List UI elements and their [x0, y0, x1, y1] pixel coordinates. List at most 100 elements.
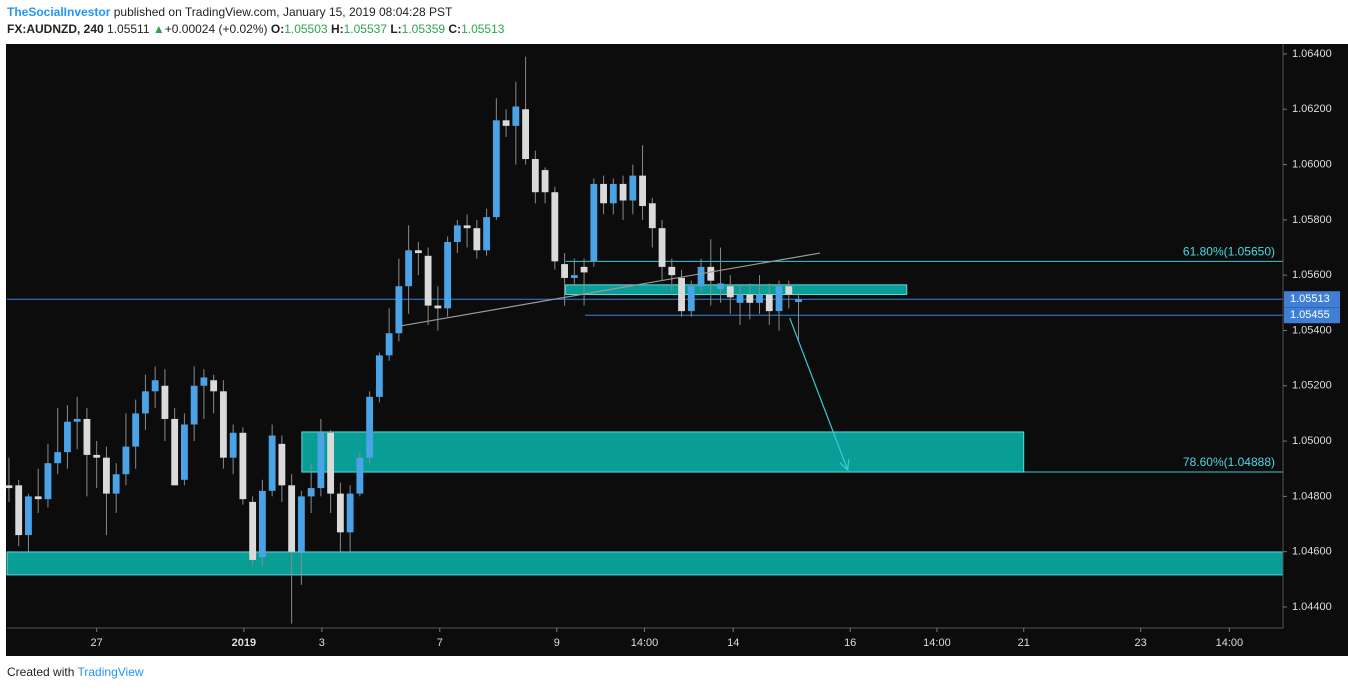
candle-body [687, 286, 695, 312]
candle-body [112, 474, 120, 494]
candle-body [668, 266, 676, 276]
candle-body [103, 457, 110, 494]
arrow: ▲ [152, 22, 165, 36]
candle-body [132, 413, 140, 447]
price-axis [1283, 44, 1348, 656]
created: Created with [7, 665, 75, 679]
candle-body [775, 286, 783, 312]
candle-body [356, 457, 364, 494]
h-label: H: [330, 22, 344, 36]
c: 1.05513 [461, 22, 505, 36]
candle-body [171, 418, 179, 486]
candle-body [190, 385, 198, 425]
candle-body [385, 333, 393, 356]
publish-line: TheSocialInvestor published on TradingVi… [7, 5, 452, 19]
candle-body [25, 496, 32, 536]
candle-body [64, 421, 71, 453]
candle-body [239, 432, 247, 500]
candle-body [512, 106, 520, 126]
x-tick-label: 9 [554, 637, 560, 649]
candle-body [327, 432, 335, 494]
x-tick-label: 21 [1018, 637, 1030, 649]
x-tick-label: 14:00 [923, 637, 951, 649]
candle-body [278, 443, 286, 486]
candle-body [590, 183, 598, 262]
x-tick-label: 14:00 [631, 637, 659, 649]
candle-body [736, 294, 744, 303]
h: 1.05537 [343, 22, 387, 36]
candle-body [210, 380, 218, 392]
o: 1.05503 [284, 22, 328, 36]
candle-body [629, 175, 637, 201]
y-tick-label: 1.06000 [1292, 158, 1332, 170]
candle-body [54, 452, 62, 464]
candle-body [502, 120, 510, 126]
y-tick-label: 1.05400 [1292, 324, 1332, 336]
o-label: O: [270, 22, 285, 36]
y-tick-label: 1.05600 [1292, 269, 1332, 281]
candle-body [414, 250, 422, 254]
candle-body [648, 203, 656, 229]
candle-body [483, 217, 491, 251]
price-label: 1.05455 [1290, 309, 1330, 321]
published: published on TradingView.com, January 15… [113, 5, 453, 19]
y-tick-label: 1.04600 [1292, 546, 1332, 558]
candle-body [785, 286, 793, 295]
y-tick-label: 1.05200 [1292, 380, 1332, 392]
price-label-box [1284, 307, 1340, 324]
candle-body [453, 225, 461, 242]
author[interactable]: TheSocialInvestor [7, 5, 111, 19]
c-label: C: [448, 22, 462, 36]
candle-body [678, 277, 685, 312]
candle-body [570, 275, 578, 278]
candle-body [707, 266, 715, 281]
candle-body [609, 183, 617, 204]
candle-body [492, 120, 500, 218]
x-tick-label: 14 [727, 637, 739, 649]
candle-body [717, 283, 724, 289]
candle-body [268, 435, 276, 491]
candle-body [317, 432, 325, 489]
candle-body [795, 299, 802, 302]
arrow [789, 317, 850, 472]
candle-body [375, 355, 383, 397]
zone [6, 551, 1284, 576]
candle-body [697, 266, 705, 287]
candle-body [600, 183, 607, 204]
x-tick-label: 3 [319, 637, 325, 649]
candle-body [424, 255, 432, 306]
candle-body [219, 391, 227, 458]
candle-body [288, 485, 296, 552]
chart: 61.80%(1.05650) 78.60%(1.04888) 1.04400 1.0… [5, 44, 1348, 656]
candle-body [297, 496, 305, 552]
candle-body [258, 490, 266, 558]
price-label-box [1284, 291, 1340, 308]
zone [301, 431, 1025, 473]
x-tick-label: 27 [91, 637, 103, 649]
y-tick-label: 1.05800 [1292, 214, 1332, 226]
candle-body [142, 391, 149, 414]
candle-body [473, 228, 481, 251]
y-tick-label: 1.04800 [1292, 490, 1332, 502]
candle-body [551, 192, 559, 262]
candle-body [161, 385, 169, 419]
brand[interactable]: TradingView [77, 665, 144, 679]
fib-label: 61.80%(1.05650) [1183, 245, 1275, 259]
x-tick-label: 7 [437, 637, 443, 649]
candle-body [756, 294, 763, 303]
candle-body [181, 424, 188, 480]
ohlc-line: FX:AUDNZD, 240 1.05511 ▲+0.00024 (+0.02%… [7, 22, 504, 36]
candle-body [346, 493, 354, 533]
x-tick-label: 16 [844, 637, 856, 649]
trendline [399, 252, 821, 327]
candle-body [531, 159, 539, 193]
y-tick-label: 1.04400 [1292, 601, 1332, 613]
candle-body [229, 432, 237, 458]
candle-body [463, 225, 471, 229]
candle-body [15, 485, 23, 536]
candle-body [73, 418, 81, 422]
l: 1.05359 [401, 22, 446, 36]
candle-body [639, 175, 646, 207]
candle-body [541, 170, 549, 193]
